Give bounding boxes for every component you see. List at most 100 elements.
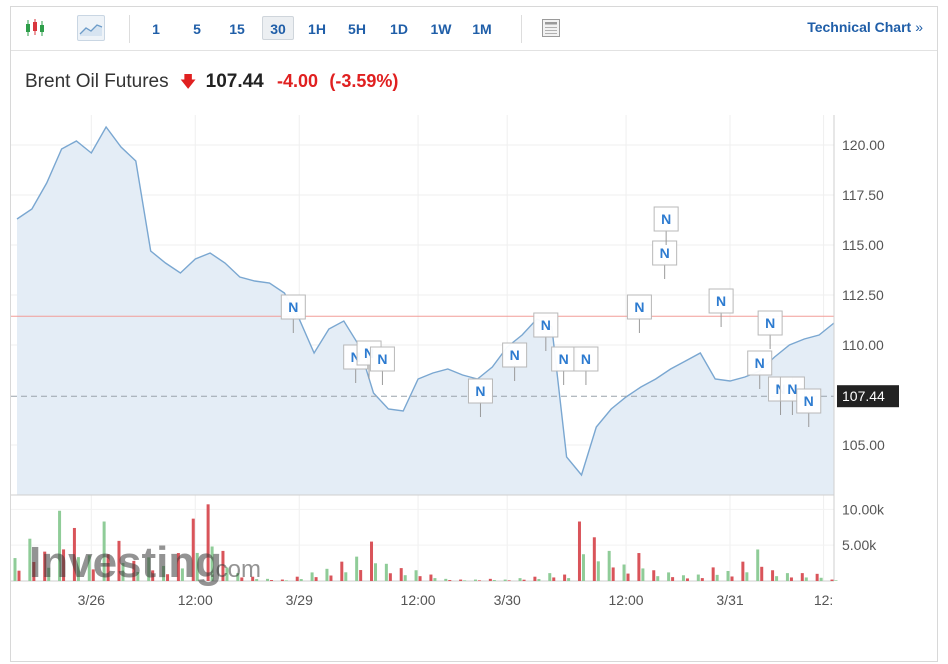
news-marker-icon[interactable]: N: [502, 342, 528, 381]
news-marker-label: N: [581, 351, 591, 367]
price-chart[interactable]: Investing.comNNNNNNNNNNNNNNNNNN120.00117…: [11, 115, 937, 655]
interval-30[interactable]: 30: [262, 16, 294, 40]
news-marker-box: [573, 346, 599, 372]
volume-bar: [384, 563, 388, 581]
news-marker-label: N: [559, 351, 569, 367]
x-tick-label: 12:: [814, 592, 833, 608]
volume-bar: [284, 580, 288, 581]
news-marker-icon[interactable]: N: [626, 294, 652, 333]
volume-bar: [72, 527, 76, 581]
interval-5[interactable]: 5: [193, 21, 201, 37]
news-marker-icon[interactable]: N: [533, 312, 559, 351]
candlestick-icon[interactable]: [21, 15, 49, 41]
news-marker-icon[interactable]: N: [573, 346, 599, 385]
news-marker-label: N: [787, 381, 797, 397]
volume-bar: [162, 565, 166, 581]
volume-bar: [166, 574, 170, 581]
interval-1w[interactable]: 1W: [430, 21, 452, 37]
volume-bar: [62, 549, 66, 581]
volume-tick-label: 10.00k: [842, 501, 885, 517]
volume-bar: [463, 580, 467, 581]
y-tick-label: 115.00: [842, 237, 884, 253]
table-icon[interactable]: [537, 15, 565, 41]
news-marker-icon[interactable]: N: [757, 310, 783, 349]
volume-bar: [210, 546, 214, 581]
volume-bar: [370, 541, 374, 581]
volume-bar: [151, 570, 155, 581]
volume-bar: [329, 575, 333, 581]
volume-bar: [804, 577, 808, 581]
news-marker-icon[interactable]: N: [708, 288, 734, 327]
volume-bar: [596, 561, 600, 581]
double-chevron-right-icon: »: [915, 19, 923, 35]
volume-bar: [756, 549, 760, 581]
volume-bar: [518, 578, 522, 581]
volume-bar: [503, 579, 507, 581]
volume-bar: [522, 579, 526, 581]
volume-bar: [507, 580, 511, 581]
news-marker-box: [747, 350, 773, 376]
news-marker-label: N: [541, 317, 551, 333]
price-area: [17, 127, 834, 495]
news-marker-label: N: [804, 393, 814, 409]
news-marker-icon[interactable]: N: [467, 378, 493, 417]
price-line: [16, 125, 835, 477]
interval-5h[interactable]: 5H: [348, 21, 366, 37]
interval-1m[interactable]: 1M: [472, 21, 492, 37]
news-marker-icon[interactable]: N: [796, 388, 822, 427]
volume-bar: [459, 579, 463, 581]
volume-bar: [340, 561, 344, 581]
x-tick-label: 12:00: [401, 592, 436, 608]
news-marker-icon[interactable]: N: [551, 346, 577, 385]
volume-bar: [295, 576, 299, 581]
volume-bar: [225, 567, 229, 581]
news-marker-box: [467, 378, 493, 404]
volume-bar: [815, 573, 819, 581]
news-marker-icon[interactable]: N: [652, 240, 678, 279]
technical-chart-link[interactable]: Technical Chart»: [807, 19, 923, 35]
technical-chart-label: Technical Chart: [807, 19, 912, 35]
x-tick-label: 12:00: [609, 592, 644, 608]
volume-bar: [236, 573, 240, 581]
news-marker-icon[interactable]: N: [747, 350, 773, 389]
volume-bar: [240, 577, 244, 581]
interval-1d[interactable]: 1D: [390, 21, 408, 37]
volume-bar: [552, 577, 556, 581]
news-marker-box: [652, 240, 678, 266]
volume-bar: [102, 521, 106, 581]
last-price: 107.44: [205, 71, 264, 92]
x-tick-label: 12:00: [178, 592, 213, 608]
news-marker-box: [708, 288, 734, 314]
volume-bar: [132, 560, 136, 581]
volume-bar: [299, 579, 303, 581]
volume-bar: [195, 552, 199, 581]
news-marker-label: N: [510, 347, 520, 363]
volume-bar: [444, 578, 448, 581]
news-marker-icon[interactable]: N: [653, 206, 679, 245]
volume-bar: [700, 578, 704, 581]
y-tick-label: 112.50: [842, 287, 884, 303]
volume-bar: [533, 576, 537, 581]
volume-bar: [715, 574, 719, 581]
interval-1h[interactable]: 1H: [308, 21, 326, 37]
volume-bar: [641, 568, 645, 581]
volume-bar: [429, 574, 433, 581]
volume-bar: [47, 567, 51, 581]
volume-bar: [87, 555, 91, 581]
x-tick-label: 3/29: [286, 592, 313, 608]
interval-1[interactable]: 1: [152, 21, 160, 37]
news-marker-icon[interactable]: N: [369, 346, 395, 385]
volume-bar: [180, 568, 184, 581]
volume-bar: [681, 575, 685, 581]
news-marker-icon[interactable]: N: [280, 294, 306, 333]
interval-15[interactable]: 15: [229, 21, 245, 37]
volume-bar: [685, 578, 689, 581]
area-chart-icon[interactable]: [77, 15, 105, 41]
volume-bar: [473, 579, 477, 581]
volume-bar: [626, 573, 630, 581]
volume-bar: [567, 578, 571, 581]
volume-bar: [711, 567, 715, 581]
volume-bar: [403, 575, 407, 581]
volume-bar: [147, 557, 151, 581]
volume-bar: [488, 578, 492, 581]
